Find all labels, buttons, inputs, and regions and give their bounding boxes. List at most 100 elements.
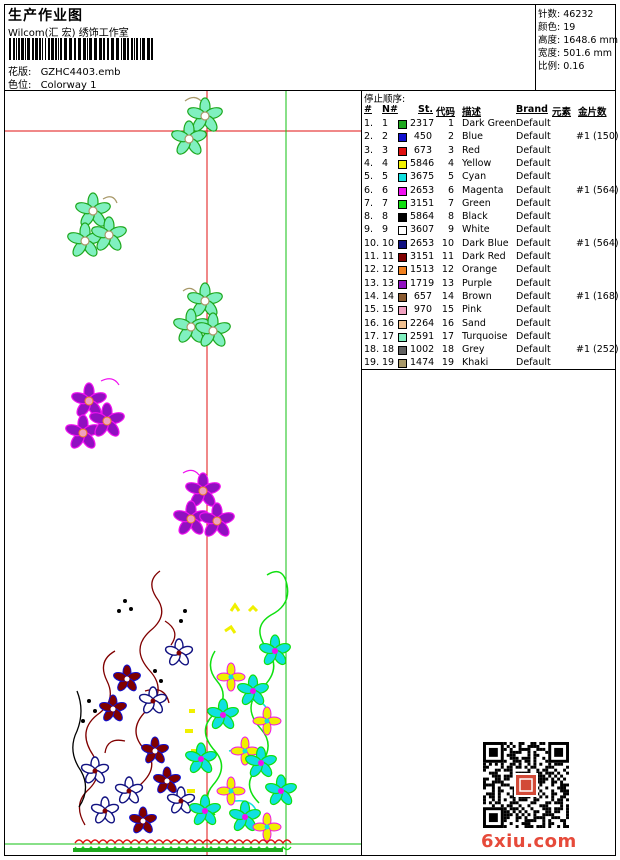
- row-stitches: 2653: [410, 184, 435, 196]
- row-num: 17.: [364, 330, 380, 342]
- col-header-st: St.: [418, 104, 433, 115]
- row-stitches: 673: [413, 144, 432, 156]
- row-brand: Default: [516, 251, 551, 262]
- row-description: Purple: [462, 277, 493, 289]
- row-stitches: 2591: [410, 330, 435, 342]
- col-header-brand: Brand: [516, 104, 548, 115]
- row-brand: Default: [516, 157, 551, 169]
- file-value: GZHC4403.emb: [40, 67, 121, 78]
- row-num: 8.: [364, 211, 374, 223]
- row-stitches: 5846: [410, 157, 435, 169]
- row-description: Dark Green: [462, 118, 517, 129]
- color-swatch: [398, 319, 407, 329]
- row-description: Dark Red: [462, 251, 506, 262]
- row-num: 19.: [364, 357, 380, 369]
- row-code: 18: [441, 344, 454, 356]
- row-num: 12.: [364, 264, 380, 276]
- color-swatch: [398, 226, 407, 236]
- row-n: 1: [382, 118, 389, 129]
- row-n: 7: [382, 197, 389, 209]
- design-canvas: [5, 91, 361, 855]
- row-num: 11.: [364, 251, 380, 262]
- stop-list-row: 4. 4 5846 4 Yellow Default: [362, 158, 615, 171]
- color-swatch: [398, 146, 407, 156]
- stop-list-row: 2. 2 450 2 Blue Default #1 (150): [362, 131, 619, 144]
- row-brand: Default: [516, 264, 551, 276]
- color-swatch: [398, 173, 407, 183]
- file-line: 花版: GZHC4403.emb: [8, 63, 121, 78]
- row-code: 16: [441, 317, 454, 329]
- row-stitches: 1513: [410, 264, 435, 276]
- company-name: Wilcom(汇 宏) 绣饰工作室: [8, 28, 129, 39]
- col-header-num: #: [364, 104, 372, 115]
- colorway-value: Colorway 1: [40, 80, 97, 91]
- row-stitches: 1002: [410, 344, 435, 356]
- row-n: 14: [382, 290, 395, 302]
- row-brand: Default: [516, 211, 551, 223]
- color-swatch: [398, 213, 407, 223]
- row-brand: Default: [516, 344, 551, 356]
- stop-list-row: 18. 18 1002 18 Grey Default #1 (252): [362, 344, 619, 357]
- stop-list-row: 7. 7 3151 7 Green Default: [362, 198, 615, 211]
- row-code: 1: [447, 118, 454, 129]
- row-num: 5.: [364, 171, 374, 183]
- stop-list-row: 13. 13 1719 13 Purple Default: [362, 278, 615, 291]
- row-brand: Default: [516, 144, 551, 156]
- row-description: Dark Blue: [462, 237, 509, 249]
- row-description: Brown: [462, 290, 492, 302]
- row-n: 4: [382, 157, 389, 169]
- row-brand: Default: [516, 290, 551, 302]
- row-code: 13: [441, 277, 454, 289]
- col-header-gold: 金片数: [578, 107, 607, 118]
- row-n: 17: [382, 330, 395, 342]
- row-gold: #1 (150): [576, 131, 619, 143]
- row-stitches: 450: [413, 131, 432, 143]
- row-code: 17: [441, 330, 454, 342]
- row-n: 6: [382, 184, 389, 196]
- row-brand: Default: [516, 184, 551, 196]
- stop-list-row: 10. 10 2653 10 Dark Blue Default #1 (564): [362, 237, 619, 251]
- row-brand: Default: [516, 277, 551, 289]
- row-n: 13: [382, 277, 395, 289]
- stop-sequence-list: 停止顺序: # N# St. 代码 描述 Brand 元素 金片数 1. 1 231…: [362, 91, 619, 370]
- row-stitches: 657: [413, 290, 432, 302]
- border-flowers-dark: [79, 638, 197, 836]
- color-swatch: [398, 346, 407, 356]
- row-description: Yellow: [462, 157, 492, 169]
- row-code: 8: [447, 211, 454, 223]
- motif-left-purple: [63, 378, 127, 452]
- col-header-elem: 元素: [552, 107, 572, 118]
- row-num: 4.: [364, 157, 374, 169]
- row-stitches: 3675: [410, 171, 435, 183]
- row-n: 15: [382, 304, 395, 316]
- row-brand: Default: [516, 317, 551, 329]
- row-n: 11: [382, 251, 395, 262]
- row-code: 10: [441, 237, 454, 249]
- stat-colors: 颜色: 19: [538, 22, 576, 33]
- col-header-code: 代码: [436, 107, 456, 118]
- stop-list-row: 12. 12 1513 12 Orange Default: [362, 264, 615, 277]
- row-num: 15.: [364, 304, 380, 316]
- row-code: 12: [441, 264, 454, 276]
- color-swatch: [398, 359, 407, 369]
- row-code: 11: [441, 251, 454, 262]
- color-swatch: [398, 186, 407, 196]
- color-swatch: [398, 332, 407, 342]
- row-description: Blue: [462, 131, 484, 143]
- row-gold: #1 (564): [576, 237, 619, 249]
- row-gold: #1 (168): [576, 290, 619, 302]
- row-description: Grey: [462, 344, 485, 356]
- stats-panel: 针数: 46232 颜色: 19 高度: 1648.6 mm 宽度: 501.6…: [535, 5, 618, 90]
- production-sheet: 生产作业图 Wilcom(汇 宏) 绣饰工作室 花版: GZHC4403.emb…: [4, 4, 619, 856]
- row-n: 2: [382, 131, 389, 143]
- row-n: 3: [382, 144, 389, 156]
- color-swatch: [398, 292, 407, 302]
- row-description: Red: [462, 144, 481, 156]
- row-brand: Default: [516, 330, 551, 342]
- row-stitches: 1474: [410, 357, 435, 369]
- row-num: 16.: [364, 317, 380, 329]
- row-n: 10: [382, 237, 395, 249]
- row-stitches: 2653: [410, 237, 435, 249]
- row-num: 14.: [364, 290, 380, 302]
- scalloped-edge: [73, 839, 292, 852]
